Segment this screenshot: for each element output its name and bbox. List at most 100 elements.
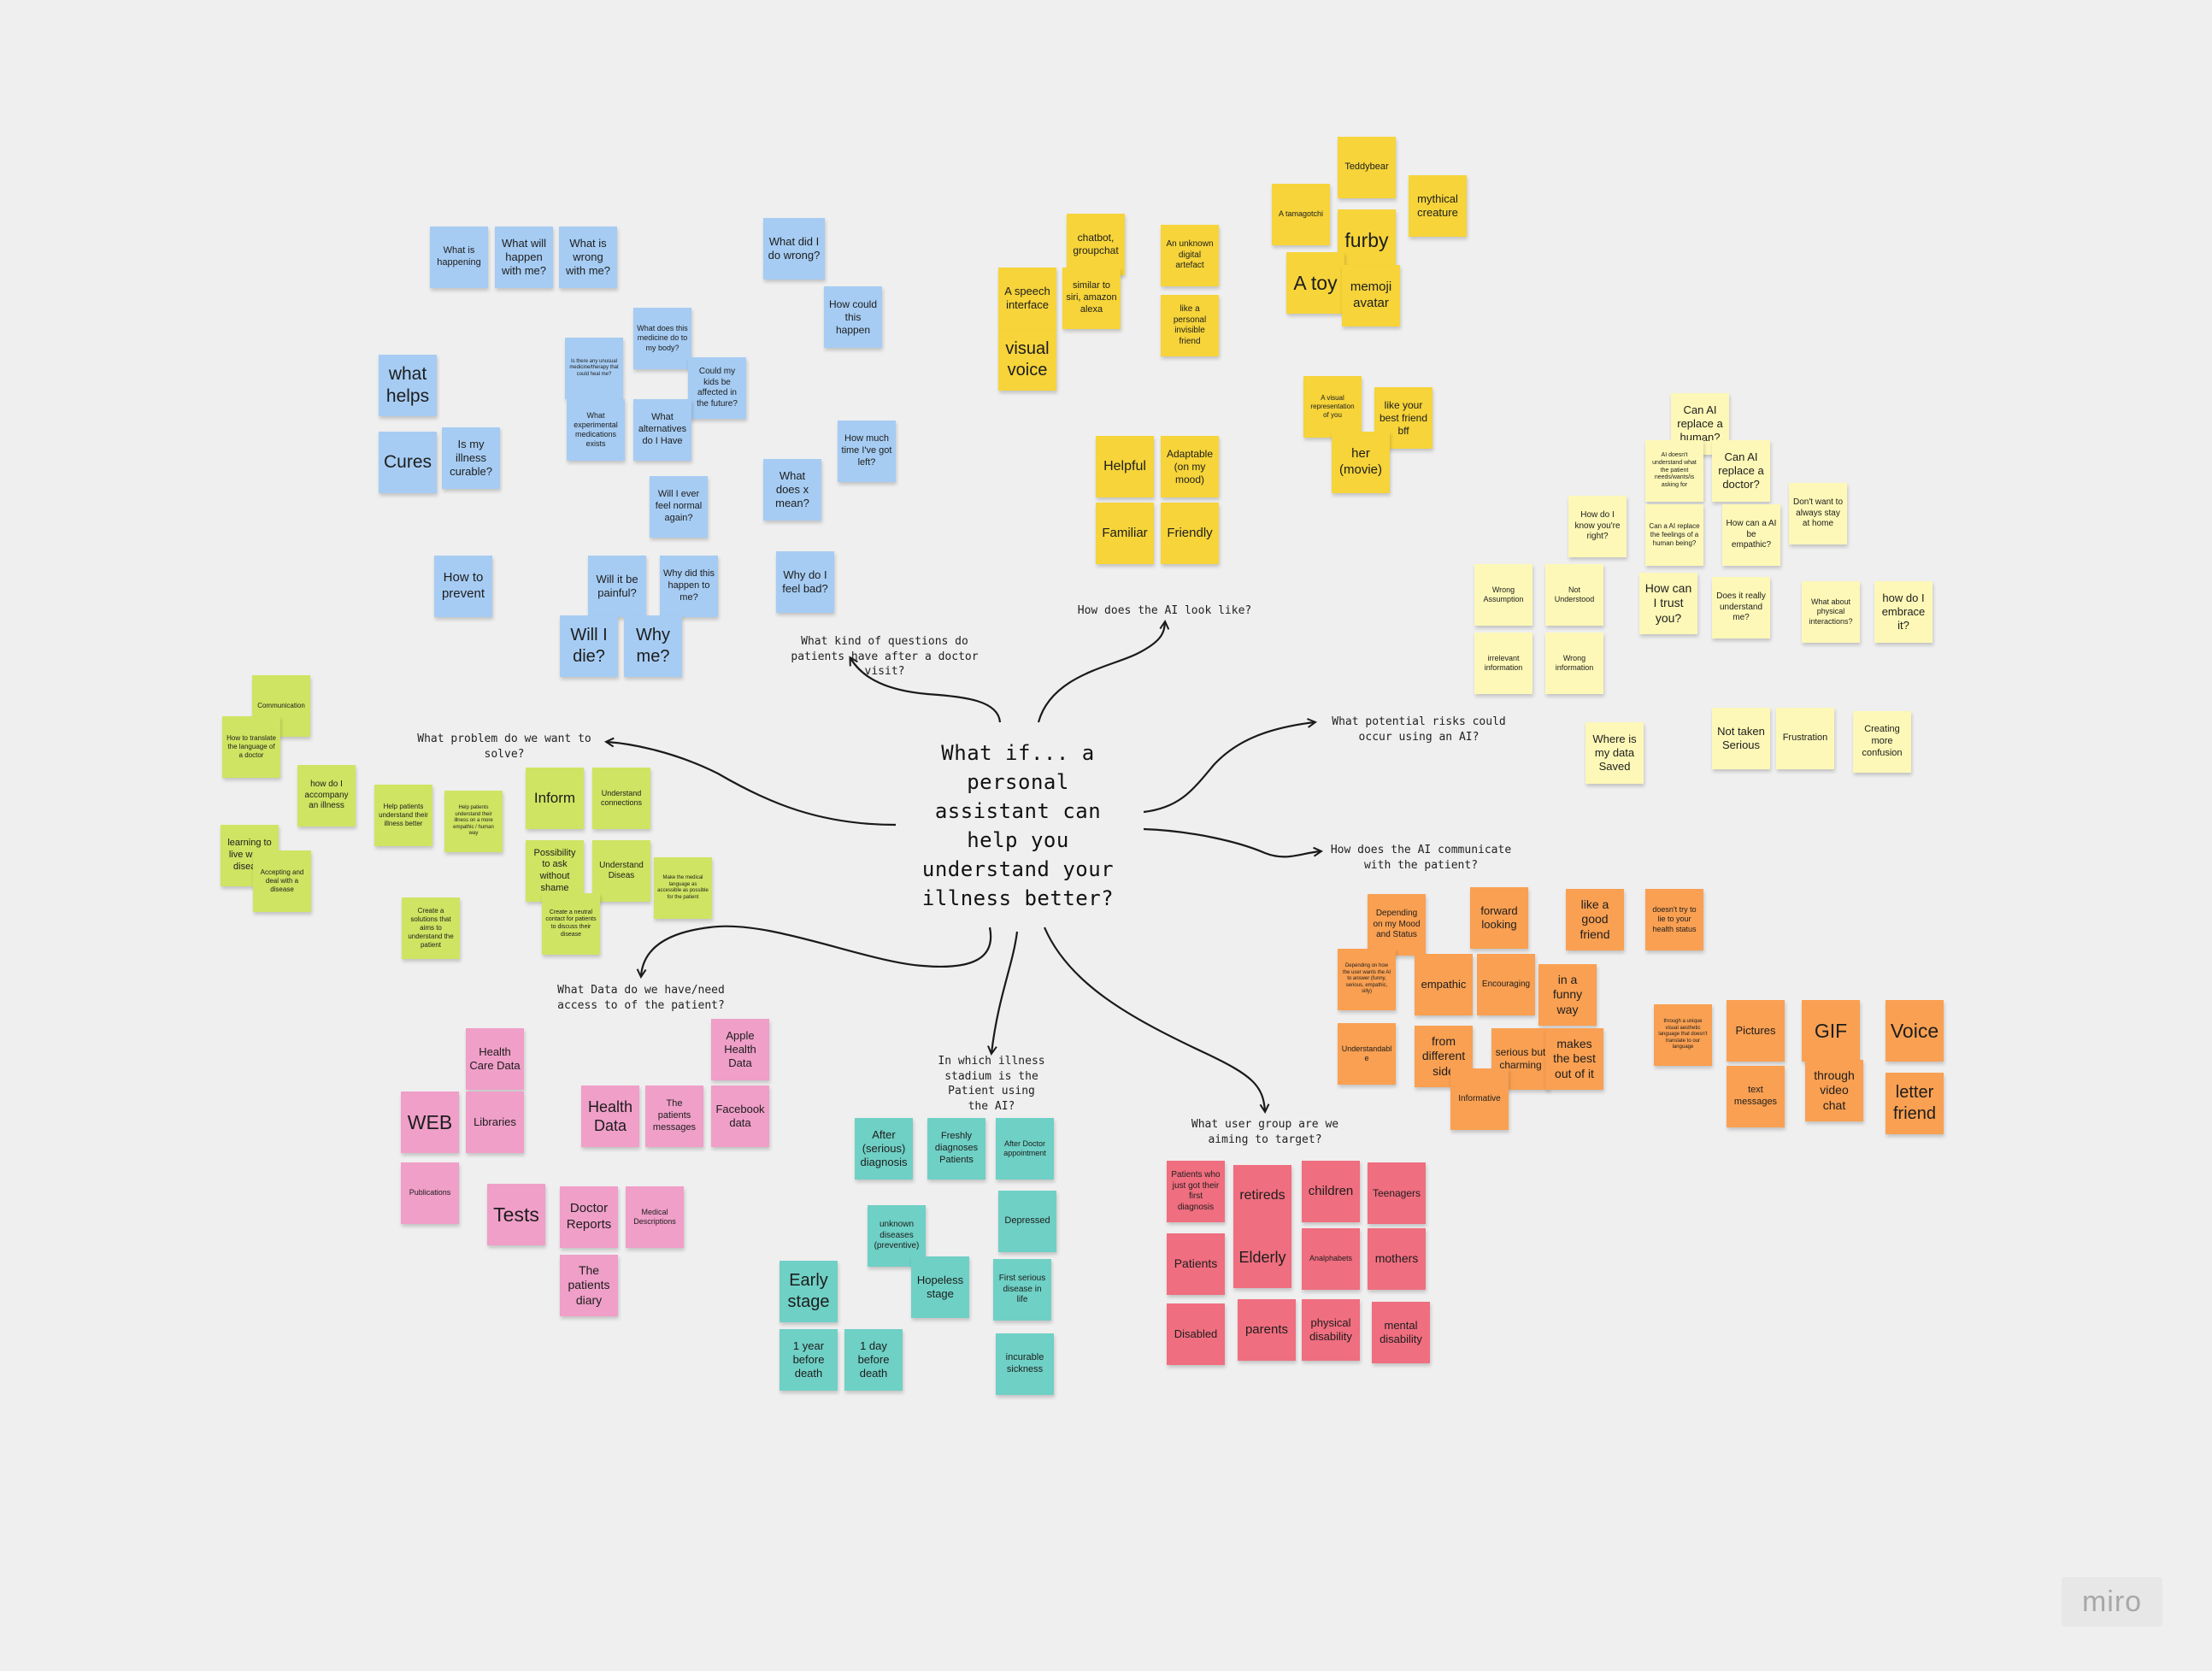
sticky-note-yellow[interactable]: A tamagotchi bbox=[1272, 184, 1330, 245]
sticky-note-blue[interactable]: What did I do wrong? bbox=[763, 218, 825, 279]
sticky-note-orange[interactable]: Depending on my Mood and Status bbox=[1368, 894, 1426, 956]
sticky-note-red[interactable]: parents bbox=[1238, 1299, 1296, 1361]
sticky-note-blue[interactable]: Will I die? bbox=[560, 615, 618, 677]
sticky-note-lightyellow[interactable]: Wrong Assumption bbox=[1474, 564, 1533, 626]
sticky-note-pink[interactable]: Libraries bbox=[466, 1091, 524, 1153]
sticky-note-green[interactable]: Understand Diseas bbox=[592, 840, 650, 902]
sticky-note-lightyellow[interactable]: What about physical interactions? bbox=[1802, 581, 1860, 643]
sticky-note-teal[interactable]: Early stage bbox=[779, 1261, 838, 1322]
sticky-note-blue[interactable]: What is wrong with me? bbox=[559, 227, 617, 288]
sticky-note-lightyellow[interactable]: Not Understood bbox=[1545, 564, 1603, 626]
question-patient-questions[interactable]: What kind of questions do patients have … bbox=[791, 635, 979, 679]
sticky-note-yellow[interactable]: An unknown digital artefact bbox=[1161, 225, 1219, 286]
sticky-note-blue[interactable]: What will happen with me? bbox=[495, 227, 553, 288]
sticky-note-green[interactable]: Make the medical language as accessible … bbox=[654, 857, 712, 919]
sticky-note-pink[interactable]: Tests bbox=[487, 1184, 545, 1245]
sticky-note-yellow[interactable]: chatbot, groupchat bbox=[1067, 214, 1125, 275]
sticky-note-blue[interactable]: Is my illness curable? bbox=[442, 427, 500, 489]
sticky-note-red[interactable]: Patients bbox=[1167, 1233, 1225, 1295]
sticky-note-teal[interactable]: Hopeless stage bbox=[911, 1256, 969, 1318]
sticky-note-lightyellow[interactable]: Can a AI replace the feelings of a human… bbox=[1645, 504, 1703, 566]
sticky-note-pink[interactable]: Medical Descriptions bbox=[626, 1186, 684, 1248]
sticky-note-lightyellow[interactable]: Don't want to always stay at home bbox=[1789, 483, 1847, 544]
sticky-note-pink[interactable]: The patients diary bbox=[560, 1255, 618, 1316]
sticky-note-yellow[interactable]: memoji avatar bbox=[1342, 265, 1400, 327]
sticky-note-pink[interactable]: Health Care Data bbox=[466, 1028, 524, 1090]
sticky-note-orange[interactable]: Pictures bbox=[1727, 1000, 1785, 1062]
sticky-note-orange[interactable]: through video chat bbox=[1805, 1060, 1863, 1121]
sticky-note-orange[interactable]: serious but charming bbox=[1491, 1028, 1550, 1090]
sticky-note-red[interactable]: Disabled bbox=[1167, 1303, 1225, 1365]
sticky-note-yellow[interactable]: like a personal invisible friend bbox=[1161, 295, 1219, 356]
sticky-note-red[interactable]: children bbox=[1302, 1161, 1360, 1222]
sticky-note-orange[interactable]: text messages bbox=[1727, 1066, 1785, 1127]
sticky-note-pink[interactable]: Health Data bbox=[581, 1086, 639, 1147]
sticky-note-blue[interactable]: Cures bbox=[379, 432, 437, 493]
sticky-note-blue[interactable]: Is there any unusual medicine/therapy th… bbox=[565, 338, 623, 399]
sticky-note-blue[interactable]: What alternatives do I Have bbox=[633, 399, 691, 461]
sticky-note-yellow[interactable]: Friendly bbox=[1161, 503, 1219, 564]
sticky-note-lightyellow[interactable]: How can I trust you? bbox=[1639, 573, 1697, 634]
sticky-note-teal[interactable]: Depressed bbox=[998, 1191, 1056, 1252]
sticky-note-red[interactable]: Patients who just got their first diagno… bbox=[1167, 1161, 1225, 1222]
sticky-note-blue[interactable]: Why do I feel bad? bbox=[776, 551, 834, 613]
sticky-note-pink[interactable]: Doctor Reports bbox=[560, 1186, 618, 1248]
sticky-note-teal[interactable]: After Doctor appointment bbox=[996, 1118, 1054, 1180]
sticky-note-pink[interactable]: WEB bbox=[401, 1091, 459, 1153]
sticky-note-green[interactable]: Possibility to ask without shame bbox=[526, 840, 584, 902]
sticky-note-red[interactable]: Teenagers bbox=[1368, 1162, 1426, 1224]
question-communicate[interactable]: How does the AI communicate with the pat… bbox=[1330, 844, 1512, 872]
sticky-note-lightyellow[interactable]: Can AI replace a doctor? bbox=[1712, 440, 1770, 502]
sticky-note-yellow[interactable]: mythical creature bbox=[1409, 175, 1467, 237]
sticky-note-green[interactable]: How to translate the language of a docto… bbox=[222, 716, 280, 778]
sticky-note-blue[interactable]: Will it be painful? bbox=[588, 556, 646, 617]
sticky-note-green[interactable]: Help patients understand their illness b… bbox=[374, 785, 432, 846]
sticky-note-yellow[interactable]: furby bbox=[1338, 209, 1396, 271]
sticky-note-orange[interactable]: Depending on how the user wants the AI t… bbox=[1338, 949, 1396, 1010]
sticky-note-teal[interactable]: After (serious) diagnosis bbox=[855, 1118, 913, 1180]
sticky-note-blue[interactable]: what helps bbox=[379, 355, 437, 416]
question-risks[interactable]: What potential risks could occur using a… bbox=[1332, 715, 1506, 744]
sticky-note-pink[interactable]: The patients messages bbox=[645, 1086, 703, 1147]
sticky-note-lightyellow[interactable]: irrelevant information bbox=[1474, 633, 1533, 694]
question-user-group[interactable]: What user group are we aiming to target? bbox=[1191, 1118, 1339, 1146]
sticky-note-blue[interactable]: Will I ever feel normal again? bbox=[650, 476, 708, 538]
central-topic[interactable]: What if... a personal assistant can help… bbox=[921, 741, 1115, 911]
sticky-note-orange[interactable]: through a unique visual aesthetic langua… bbox=[1654, 1004, 1712, 1066]
sticky-note-red[interactable]: Elderly bbox=[1233, 1227, 1291, 1288]
sticky-note-red[interactable]: Analphabets bbox=[1302, 1228, 1360, 1290]
sticky-note-lightyellow[interactable]: How can a AI be empathic? bbox=[1722, 504, 1780, 566]
sticky-note-yellow[interactable]: Helpful bbox=[1096, 436, 1154, 497]
sticky-note-teal[interactable]: First serious disease in life bbox=[993, 1259, 1051, 1321]
sticky-note-orange[interactable]: Understandable bbox=[1338, 1023, 1396, 1085]
sticky-note-blue[interactable]: How could this happen bbox=[824, 286, 882, 348]
sticky-note-yellow[interactable]: visual voice bbox=[998, 329, 1056, 391]
sticky-note-green[interactable]: how do I accompany an illness bbox=[297, 765, 356, 827]
question-problem[interactable]: What problem do we want to solve? bbox=[417, 733, 591, 761]
sticky-note-orange[interactable]: from different side bbox=[1415, 1026, 1473, 1087]
sticky-note-pink[interactable]: Apple Health Data bbox=[711, 1019, 769, 1080]
sticky-note-blue[interactable]: What does x mean? bbox=[763, 459, 821, 521]
sticky-note-lightyellow[interactable]: How do I know you're right? bbox=[1568, 496, 1627, 557]
sticky-note-orange[interactable]: forward looking bbox=[1470, 887, 1528, 949]
sticky-note-pink[interactable]: Publications bbox=[401, 1162, 459, 1224]
question-data[interactable]: What Data do we have/need access to of t… bbox=[557, 984, 725, 1012]
sticky-note-yellow[interactable]: A speech interface bbox=[998, 268, 1056, 329]
sticky-note-yellow[interactable]: A toy bbox=[1286, 252, 1344, 314]
sticky-note-lightyellow[interactable]: Does it really understand me? bbox=[1712, 577, 1770, 638]
sticky-note-pink[interactable]: Facebook data bbox=[711, 1086, 769, 1147]
sticky-note-green[interactable]: Accepting and deal with a disease bbox=[253, 850, 311, 912]
sticky-note-red[interactable]: mothers bbox=[1368, 1228, 1426, 1290]
sticky-note-lightyellow[interactable]: Wrong information bbox=[1545, 633, 1603, 694]
sticky-note-blue[interactable]: What is happening bbox=[430, 227, 488, 288]
sticky-note-lightyellow[interactable]: Not taken Serious bbox=[1712, 708, 1770, 769]
sticky-note-teal[interactable]: Freshly diagnoses Patients bbox=[927, 1118, 985, 1180]
sticky-note-teal[interactable]: incurable sickness bbox=[996, 1333, 1054, 1395]
sticky-note-orange[interactable]: doesn't try to lie to your health status bbox=[1645, 889, 1703, 950]
sticky-note-green[interactable]: Help patients understand their illness o… bbox=[444, 791, 503, 852]
sticky-note-orange[interactable]: Voice bbox=[1885, 1000, 1944, 1062]
sticky-note-yellow[interactable]: her (movie) bbox=[1332, 432, 1390, 493]
sticky-note-blue[interactable]: Could my kids be affected in the future? bbox=[688, 357, 746, 419]
sticky-note-orange[interactable]: like a good friend bbox=[1566, 889, 1624, 950]
